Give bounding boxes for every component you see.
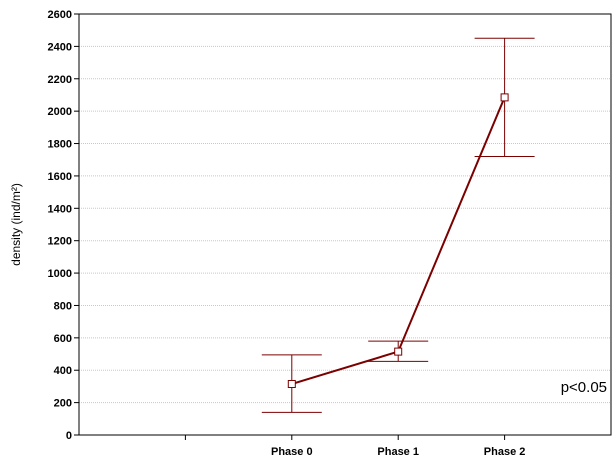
data-point <box>287 379 296 388</box>
plot-frame <box>78 13 612 436</box>
y-tick-label: 1200 <box>48 236 72 248</box>
y-tick-label: 200 <box>54 398 72 410</box>
y-tick-label: 2600 <box>48 9 72 21</box>
y-tick-label: 2400 <box>48 41 72 53</box>
data-point <box>394 347 403 356</box>
y-tick-label: 1600 <box>48 171 72 183</box>
y-tick-label: 2200 <box>48 74 72 86</box>
y-axis-ticks: 0 200 400 600 800 1000 1200 1400 1600 1800 2000 220… <box>48 9 79 442</box>
y-axis-label: density (ind/m²) <box>9 183 23 266</box>
p-value-annotation: p<0.05 <box>561 379 607 396</box>
series-density <box>261 37 535 413</box>
x-tick-label: Phase 1 <box>377 446 419 458</box>
y-tick-label: 1800 <box>48 139 72 151</box>
y-tick-label: 600 <box>54 333 72 345</box>
y-tick-label: 0 <box>66 430 72 442</box>
x-axis-ticks: Phase 0 Phase 1 Phase 2 <box>184 435 526 458</box>
data-point <box>500 93 509 102</box>
y-tick-label: 1000 <box>48 268 72 280</box>
x-tick-label: Phase 2 <box>484 446 526 458</box>
y-tick-label: 2000 <box>48 106 72 118</box>
y-tick-label: 1400 <box>48 203 72 215</box>
y-tick-label: 400 <box>54 365 72 377</box>
gridlines <box>79 45 611 404</box>
x-tick-label: Phase 0 <box>271 446 313 458</box>
y-tick-label: 800 <box>54 300 72 312</box>
